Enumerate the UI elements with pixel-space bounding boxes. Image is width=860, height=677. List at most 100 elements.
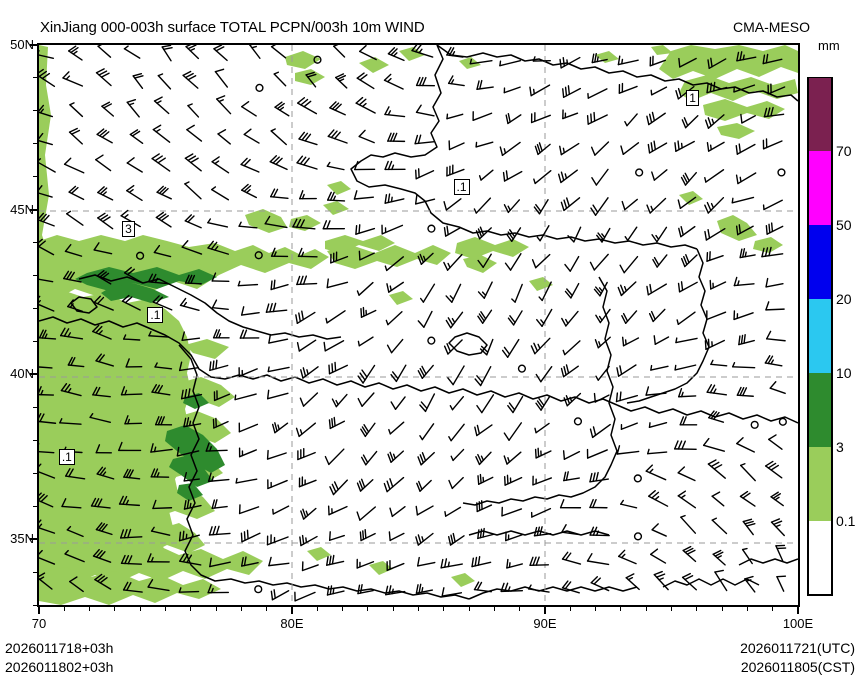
wind-barb-flag bbox=[651, 171, 656, 181]
wind-barb-shaft bbox=[268, 562, 290, 567]
wind-barb-flag bbox=[185, 45, 192, 48]
wind-barb-flag bbox=[504, 582, 509, 592]
wind-barb-shaft bbox=[211, 188, 230, 201]
wind-barb-flag bbox=[359, 584, 363, 594]
wind-barb-flag bbox=[214, 245, 219, 251]
lon-minor-tick bbox=[696, 607, 698, 611]
wind-barb-flag bbox=[39, 549, 43, 555]
wind-barb-flag bbox=[273, 279, 276, 290]
wind-barb-flag bbox=[674, 142, 677, 152]
wind-barb-flag bbox=[653, 140, 657, 151]
wind-barb-flag bbox=[93, 295, 101, 304]
wind-barb-flag bbox=[39, 413, 42, 419]
wind-barb-flag bbox=[620, 499, 624, 505]
wind-barb-flag bbox=[125, 499, 129, 506]
wind-barb-flag bbox=[388, 585, 392, 595]
wind-barb-flag bbox=[358, 129, 366, 138]
wind-barb-flag bbox=[39, 492, 42, 497]
wind-barb-flag bbox=[299, 536, 302, 547]
map-panel[interactable] bbox=[37, 43, 800, 607]
wind-barb-flag bbox=[147, 273, 154, 283]
colorbar-band-6[interactable] bbox=[808, 521, 832, 595]
wind-barb-shaft bbox=[39, 192, 53, 198]
wind-barb-shaft bbox=[39, 366, 53, 369]
wind-barb-flag bbox=[479, 226, 485, 236]
wind-barb-flag bbox=[767, 355, 774, 365]
wind-barb-shaft bbox=[328, 534, 345, 541]
wind-barb-flag bbox=[709, 144, 712, 151]
wind-barb-flag bbox=[39, 238, 43, 243]
wind-barb-flag bbox=[677, 87, 682, 98]
wind-barb-flag bbox=[243, 185, 252, 193]
wind-barb-flag bbox=[299, 429, 303, 435]
colorbar-band-0[interactable] bbox=[808, 77, 832, 151]
contour-value-label: 3 bbox=[122, 221, 135, 238]
wind-barb-flag bbox=[563, 471, 567, 482]
wind-barb-flag bbox=[590, 146, 596, 156]
wind-barb-flag bbox=[328, 419, 332, 430]
lon-minor-tick bbox=[468, 607, 470, 611]
colorbar-band-4[interactable] bbox=[808, 373, 832, 447]
wind-barb-flag bbox=[411, 45, 418, 52]
wind-barb-flag bbox=[589, 261, 596, 271]
wind-barb-shaft bbox=[706, 311, 727, 321]
wind-barb-flag bbox=[414, 134, 419, 145]
wind-barb-flag bbox=[598, 287, 604, 292]
wind-barb-flag bbox=[64, 383, 71, 393]
wind-barb-flag bbox=[299, 190, 304, 200]
contour-value-label: .1 bbox=[58, 448, 75, 465]
wind-barb-flag bbox=[652, 258, 658, 268]
wind-barb-flag bbox=[684, 172, 690, 182]
wind-barb-flag bbox=[245, 188, 251, 194]
wind-barb-flag bbox=[593, 288, 601, 297]
lat-minor-tick bbox=[33, 472, 37, 474]
wind-barb-flag bbox=[64, 243, 72, 253]
colorbar-band-3[interactable] bbox=[808, 299, 832, 373]
wind-barb-flag bbox=[499, 60, 502, 67]
wind-barb-flag bbox=[387, 132, 392, 142]
wind-barb-flag bbox=[416, 482, 421, 492]
wind-barb-flag bbox=[589, 526, 595, 536]
lon-minor-tick bbox=[746, 607, 748, 611]
wind-barb-flag bbox=[707, 229, 711, 239]
wind-barb-flag bbox=[680, 142, 683, 149]
wind-barb-flag bbox=[566, 288, 573, 297]
calm-wind-circle bbox=[427, 224, 436, 233]
colorbar-band-5[interactable] bbox=[808, 447, 832, 521]
wind-barb-flag bbox=[272, 156, 280, 164]
wind-barb-flag bbox=[127, 528, 132, 539]
wind-barb-shaft bbox=[680, 516, 697, 534]
wind-barb-shaft bbox=[416, 561, 436, 567]
wind-barb-shaft bbox=[326, 165, 345, 171]
wind-barb-shaft bbox=[66, 213, 84, 226]
wind-barb-flag bbox=[66, 525, 72, 531]
wind-barb-flag bbox=[536, 400, 544, 409]
lat-tick-label-35n: 35N bbox=[10, 531, 34, 547]
wind-barb-flag bbox=[589, 498, 594, 509]
wind-barb-flag bbox=[187, 215, 195, 223]
wind-barb-flag bbox=[68, 468, 74, 478]
wind-barb-flag bbox=[739, 386, 745, 397]
wind-barb-flag bbox=[305, 510, 309, 517]
footer-init-time: 2026011718+03h bbox=[5, 640, 114, 656]
wind-barb-flag bbox=[474, 426, 478, 437]
wind-barb-flag bbox=[596, 234, 603, 243]
wind-barb-shaft bbox=[389, 421, 405, 435]
wind-barb-flag bbox=[300, 251, 305, 258]
wind-barb-flag bbox=[704, 230, 708, 241]
wind-barb-shaft bbox=[616, 450, 640, 455]
wind-barb-flag bbox=[335, 73, 345, 79]
colorbar-band-1[interactable] bbox=[808, 151, 832, 225]
wind-barb-flag bbox=[39, 386, 42, 394]
wind-barb-shaft bbox=[386, 256, 405, 272]
wind-barb-flag bbox=[296, 155, 304, 164]
wind-barb-flag bbox=[276, 102, 285, 110]
wind-barb-flag bbox=[359, 74, 368, 81]
wind-barb-flag bbox=[392, 453, 396, 460]
colorbar-band-2[interactable] bbox=[808, 225, 832, 299]
wind-barb-flag bbox=[210, 587, 214, 594]
wind-barb-flag bbox=[186, 499, 190, 510]
wind-barb-flag bbox=[215, 329, 221, 339]
wind-barb-shaft bbox=[677, 311, 696, 325]
wind-barb-flag bbox=[415, 536, 420, 546]
